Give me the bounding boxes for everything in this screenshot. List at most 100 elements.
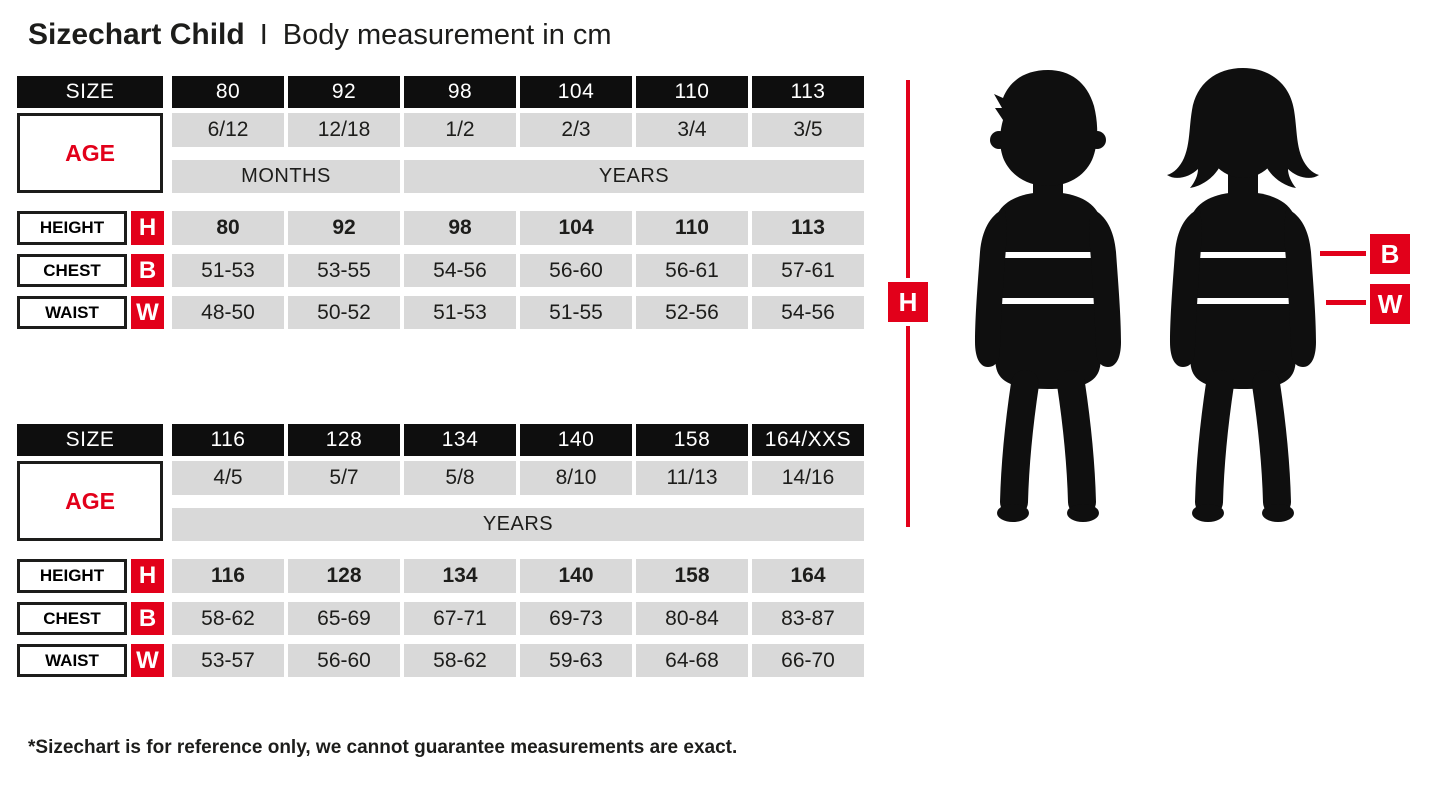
waist-row: 48-50 50-52 51-53 51-55 52-56 54-56 [172, 296, 864, 329]
ages-cell: 14/16 [752, 461, 864, 495]
chest-cell: 65-69 [288, 602, 400, 635]
chest-cell: 56-61 [636, 254, 748, 287]
chest-row-header: CHEST [17, 602, 127, 635]
chest-cell: 54-56 [404, 254, 516, 287]
boy-head [994, 70, 1098, 186]
waist-cell: 64-68 [636, 644, 748, 677]
age-row-header: AGE [17, 113, 163, 193]
ages-cell: 3/4 [636, 113, 748, 147]
girl-right-arm [1284, 209, 1316, 367]
sizes-cell: 158 [636, 424, 748, 456]
girl-left-leg [1195, 370, 1234, 516]
waist-key-badge: W [131, 644, 164, 677]
height-cell: 113 [752, 211, 864, 245]
sizes-cell: 128 [288, 424, 400, 456]
girl-right-leg [1252, 370, 1291, 516]
chest-cell: 83-87 [752, 602, 864, 635]
chest-cell: 53-55 [288, 254, 400, 287]
ages-cell: 5/7 [288, 461, 400, 495]
ages-cell: 11/13 [636, 461, 748, 495]
chest-cell: 56-60 [520, 254, 632, 287]
boy-silhouette [975, 70, 1121, 522]
units-row: YEARS [172, 508, 864, 541]
sizes-cell: 140 [520, 424, 632, 456]
chest-cell: 67-71 [404, 602, 516, 635]
waist-cell: 59-63 [520, 644, 632, 677]
chest-cell: 57-61 [752, 254, 864, 287]
sizes-cell: 113 [752, 76, 864, 108]
height-cell: 110 [636, 211, 748, 245]
height-cell: 104 [520, 211, 632, 245]
waist-cell: 58-62 [404, 644, 516, 677]
unit-cell: YEARS [404, 160, 864, 193]
girl-waist-line [1184, 298, 1302, 304]
height-cell: 158 [636, 559, 748, 593]
ages-cell: 6/12 [172, 113, 284, 147]
waist-row-header: WAIST [17, 644, 127, 677]
waist-cell: 53-57 [172, 644, 284, 677]
height-cell: 140 [520, 559, 632, 593]
sizes-cell: 104 [520, 76, 632, 108]
ages-row: 6/12 12/18 1/2 2/3 3/4 3/5 [172, 113, 864, 147]
chest-cell: 80-84 [636, 602, 748, 635]
waist-cell: 56-60 [288, 644, 400, 677]
boy-chest-line [989, 252, 1107, 258]
height-key-badge: H [131, 211, 164, 245]
chest-row: 51-53 53-55 54-56 56-60 56-61 57-61 [172, 254, 864, 287]
title-separator: I [259, 19, 268, 51]
girl-torso [1184, 192, 1302, 389]
height-cell: 164 [752, 559, 864, 593]
size-table-lower: SIZE AGE HEIGHT H CHEST B WAIST W 116 128 134 140 15… [17, 424, 867, 678]
sizes-cell: 92 [288, 76, 400, 108]
height-row: 116 128 134 140 158 164 [172, 559, 864, 593]
ages-cell: 4/5 [172, 461, 284, 495]
waist-cell: 54-56 [752, 296, 864, 329]
ages-cell: 3/5 [752, 113, 864, 147]
waist-key-badge: W [131, 296, 164, 329]
sizes-row: 116 128 134 140 158 164/XXS [172, 424, 864, 456]
boy-left-foot [997, 504, 1029, 522]
height-cell: 80 [172, 211, 284, 245]
height-row: 80 92 98 104 110 113 [172, 211, 864, 245]
chest-row: 58-62 65-69 67-71 69-73 80-84 83-87 [172, 602, 864, 635]
ages-cell: 12/18 [288, 113, 400, 147]
girl-right-foot [1262, 504, 1294, 522]
boy-right-arm [1089, 209, 1121, 367]
page-title: Sizechart Child I Body measurement in cm [28, 18, 612, 52]
chest-marker-badge: B [1370, 234, 1410, 274]
height-marker-badge: H [888, 282, 928, 322]
size-table-upper: SIZE AGE HEIGHT H CHEST B WAIST W 80 92 98 104 110 11… [17, 76, 867, 330]
height-row-header: HEIGHT [17, 211, 127, 245]
boy-right-leg [1057, 370, 1096, 516]
sizes-cell: 164/XXS [752, 424, 864, 456]
title-main: Sizechart Child [28, 18, 245, 51]
waist-cell: 66-70 [752, 644, 864, 677]
boy-left-arm [975, 209, 1007, 367]
height-cell: 116 [172, 559, 284, 593]
sizes-cell: 116 [172, 424, 284, 456]
ages-cell: 1/2 [404, 113, 516, 147]
chest-cell: 58-62 [172, 602, 284, 635]
chest-row-header: CHEST [17, 254, 127, 287]
waist-row: 53-57 56-60 58-62 59-63 64-68 66-70 [172, 644, 864, 677]
ages-row: 4/5 5/7 5/8 8/10 11/13 14/16 [172, 461, 864, 495]
footnote: *Sizechart is for reference only, we can… [28, 737, 738, 758]
girl-silhouette [1167, 68, 1319, 522]
chest-key-badge: B [131, 254, 164, 287]
size-row-header: SIZE [17, 76, 163, 108]
sizes-cell: 80 [172, 76, 284, 108]
waist-cell: 50-52 [288, 296, 400, 329]
sizes-cell: 134 [404, 424, 516, 456]
title-subtitle: Body measurement in cm [282, 19, 612, 51]
height-cell: 128 [288, 559, 400, 593]
units-row: MONTHS YEARS [172, 160, 864, 193]
ages-cell: 2/3 [520, 113, 632, 147]
age-row-header: AGE [17, 461, 163, 541]
sizes-row: 80 92 98 104 110 113 [172, 76, 864, 108]
sizes-cell: 110 [636, 76, 748, 108]
height-row-header: HEIGHT [17, 559, 127, 593]
boy-left-leg [1000, 370, 1039, 516]
girl-left-foot [1192, 504, 1224, 522]
chest-cell: 69-73 [520, 602, 632, 635]
